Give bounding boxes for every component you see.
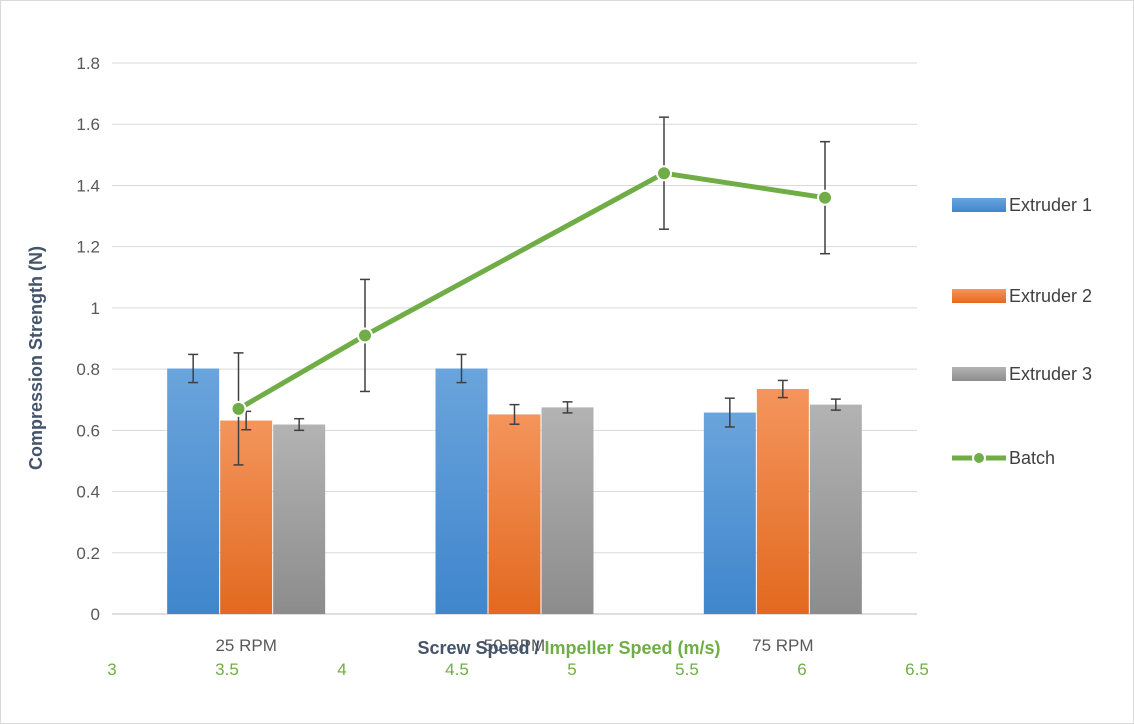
bar-extruder-3	[273, 424, 326, 614]
line-series-group	[230, 116, 833, 466]
y-tick-label: 1.4	[76, 176, 100, 195]
bar-extruder-1	[703, 412, 756, 614]
x2-tick-label: 4	[337, 660, 346, 679]
point-batch	[357, 327, 373, 344]
x2-tick-label: 3.5	[215, 660, 239, 679]
x-axis-title: Screw Speed / Impeller Speed (m/s)	[417, 638, 720, 658]
point-batch	[656, 165, 672, 182]
x-axis-title-primary: Screw Speed /	[417, 638, 544, 658]
point-batch	[817, 189, 833, 206]
x2-tick-label: 6	[797, 660, 806, 679]
bar-extruder-3	[541, 407, 594, 614]
bar-extruder-1	[435, 368, 488, 614]
bar-extruder-1	[167, 368, 220, 614]
x2-tick-label: 4.5	[445, 660, 469, 679]
legend-label: Extruder 3	[1009, 364, 1092, 384]
y-tick-label: 1.6	[76, 115, 100, 134]
legend-marker-batch	[972, 451, 986, 465]
line-batch	[237, 170, 826, 412]
bar-extruder-2	[756, 389, 809, 614]
y-tick-label: 1	[91, 299, 100, 318]
bar-extruder-2	[488, 414, 541, 614]
axes: 0 0.2 0.4 0.6 0.8 1 1.2 1.4 1.6 1.8 25 RPM 50 RPM 75…	[76, 54, 928, 679]
x-tick-label: 50 RPM	[484, 636, 545, 655]
y-tick-label: 1.2	[76, 238, 100, 257]
legend-label: Extruder 2	[1009, 286, 1092, 306]
x2-tick-label: 6.5	[905, 660, 929, 679]
y-tick-label: 0.6	[76, 421, 100, 440]
bar-extruder-3	[809, 404, 862, 614]
y-tick-label: 0.2	[76, 544, 100, 563]
point-batch	[230, 400, 247, 417]
legend-swatch-extruder-1	[952, 198, 1006, 212]
x2-tick-label: 5.5	[675, 660, 699, 679]
x2-tick-label: 5	[567, 660, 576, 679]
legend: Extruder 1 Extruder 2 Extruder 3 Batch	[952, 195, 1092, 468]
legend-swatch-extruder-2	[952, 289, 1006, 303]
legend-label: Extruder 1	[1009, 195, 1092, 215]
y-tick-label: 0.8	[76, 360, 100, 379]
x-tick-label: 75 RPM	[752, 636, 813, 655]
x2-tick-label: 3	[107, 660, 116, 679]
y-tick-label: 0.4	[76, 483, 100, 502]
x-tick-label: 25 RPM	[215, 636, 276, 655]
y-tick-label: 0	[91, 605, 100, 624]
bar-series-group	[167, 353, 862, 614]
x-axis-title-secondary: Impeller Speed (m/s)	[545, 638, 721, 658]
bar-extruder-2	[220, 420, 273, 614]
y-tick-label: 1.8	[76, 54, 100, 73]
legend-label: Batch	[1009, 448, 1055, 468]
y-axis-title: Compression Strength (N)	[26, 246, 46, 470]
legend-swatch-extruder-3	[952, 367, 1006, 381]
